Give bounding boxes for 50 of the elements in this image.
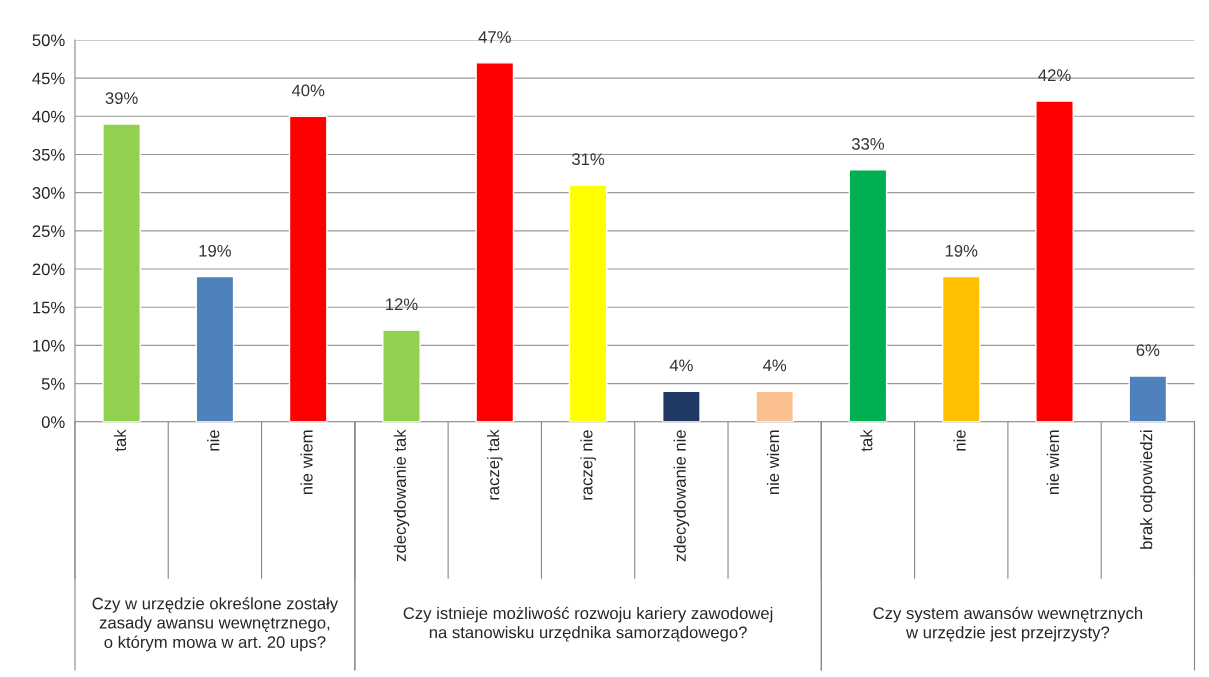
y-tick-label: 30% [32, 187, 65, 199]
data-label: 40% [291, 84, 325, 97]
data-label: 12% [386, 298, 418, 311]
bar [1128, 375, 1168, 422]
text: Czy istnieje możliwość rozwoju kariery zawodowej na stanowisku urzędnika samorządowego? [403, 606, 773, 642]
bar [382, 329, 421, 422]
x-tick-label: tak [860, 429, 873, 452]
data-label: 4% [763, 359, 787, 372]
y-tick-label: 15% [33, 301, 65, 314]
x-tick-label: nie wiem [300, 430, 313, 495]
x-tick-label: nie wiem [1046, 430, 1060, 495]
bar [475, 62, 515, 422]
x-tick-label: raczej nie [580, 430, 596, 500]
x-tick-label: zdecydowanie nie [673, 430, 690, 562]
bar [195, 275, 235, 422]
y-tick-label: 25% [32, 225, 65, 238]
y-tick-label: 5% [41, 378, 65, 390]
x-tick-label: brak odpowiedzi [1140, 430, 1156, 549]
y-tick-label: 20% [32, 263, 65, 276]
data-label: 39% [105, 92, 138, 104]
x-tick-label: nie wiem [766, 430, 780, 495]
data-label: 47% [478, 31, 511, 43]
text: Czy w urzędzie określone zostały zasady awansu wewnętrznego, o którym mowa w art. 20 ups? [92, 596, 339, 652]
y-tick-label: 45% [32, 72, 65, 85]
bar [568, 184, 608, 422]
bar [288, 115, 328, 422]
x-tick-label: nie [207, 430, 220, 451]
y-tick-label: 10% [33, 339, 65, 352]
bar [755, 390, 795, 422]
x-tick-label: raczej tak [487, 429, 503, 500]
bar [102, 123, 141, 422]
y-tick-label: 50% [32, 34, 65, 47]
data-label: 33% [851, 138, 885, 150]
y-tick-label: 40% [32, 110, 65, 123]
x-tick-label: tak [113, 429, 127, 452]
bar [662, 390, 701, 422]
data-label: 4% [669, 359, 693, 372]
y-tick-label: 35% [32, 148, 65, 161]
bar [1035, 100, 1074, 422]
x-tick-label: zdecydowanie tak [393, 429, 410, 562]
x-tick-label: nie [953, 430, 966, 451]
bar [941, 275, 981, 422]
data-label: 6% [1136, 344, 1160, 356]
data-label: 19% [199, 244, 231, 257]
bar [848, 169, 888, 422]
data-label: 42% [1038, 69, 1071, 82]
y-tick-label: 0% [41, 416, 65, 428]
data-label: 31% [572, 153, 605, 166]
data-label: 19% [945, 244, 978, 257]
text: Czy system awansów wewnętrznych w urzędzie jest przejrzysty? [873, 606, 1143, 642]
